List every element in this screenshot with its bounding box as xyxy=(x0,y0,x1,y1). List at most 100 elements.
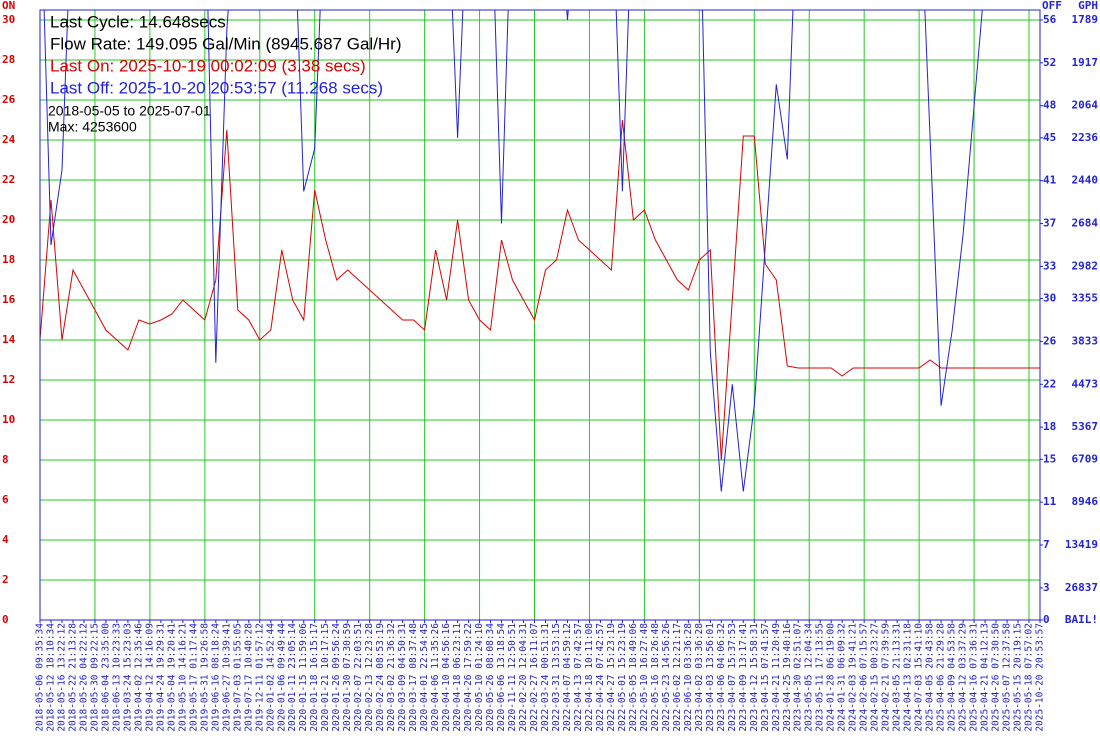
series-line xyxy=(40,119,1040,461)
y-tick-label: 6 xyxy=(2,493,9,506)
x-tick-label: 2020-01-21 10:17:15 xyxy=(320,623,331,732)
x-tick-label: 2022-04-07 04:59:12 xyxy=(562,623,573,732)
gph-tick-label: 2684 xyxy=(1072,217,1099,230)
x-tick-label: 2019-06-16 08:18:24 xyxy=(210,623,221,732)
x-tick-label: 2022-04-13 07:42:57 xyxy=(573,623,584,732)
y2-tick-label: 37 xyxy=(1043,217,1056,230)
x-tick-label: 2020-02-24 08:53:19 xyxy=(375,623,386,732)
x-tick-label: 2022-05-10 16:27:48 xyxy=(639,623,650,732)
range-note: 2018-05-05 to 2025-07-01 xyxy=(48,103,211,119)
x-tick-label: 2018-05-16 13:22:12 xyxy=(56,623,67,732)
x-tick-label: 2023-04-30 02:51:07 xyxy=(793,623,804,732)
x-tick-label: 2020-11-11 12:50:51 xyxy=(507,623,518,732)
x-tick-label: 2023-04-25 19:40:16 xyxy=(782,623,793,732)
gph-tick-label: 2064 xyxy=(1072,99,1099,112)
gph-axis-label: GPH xyxy=(1078,0,1098,12)
x-tick-label: 2019-12-11 01:57:12 xyxy=(254,623,265,732)
plot-lines xyxy=(40,10,1040,492)
x-tick-label: 2019-05-10 14:16:21 xyxy=(177,623,188,732)
gph-tick-label: 6709 xyxy=(1072,452,1099,465)
y2-tick-label: 56 xyxy=(1043,13,1057,26)
x-tick-label: 2023-04-06 04:06:32 xyxy=(716,623,727,732)
x-tick-label: 2022-05-01 15:23:19 xyxy=(617,623,628,732)
y-axis-label: ON xyxy=(2,0,15,12)
x-tick-label: 2020-01-15 11:59:06 xyxy=(298,623,309,732)
y2-tick-label: 7 xyxy=(1043,538,1050,551)
y2-tick-label: 33 xyxy=(1043,259,1056,272)
x-tick-label: 2022-05-23 14:56:26 xyxy=(661,623,672,732)
gph-tick-label: 8946 xyxy=(1072,495,1099,508)
y2-tick-label: 30 xyxy=(1043,292,1056,305)
y2-tick-label: 48 xyxy=(1043,99,1056,112)
x-tick-label: 2022-04-24 07:42:57 xyxy=(595,623,606,732)
x-tick-label: 2022-05-05 18:49:06 xyxy=(628,623,639,732)
info-text: Last Cycle: 14.648secs xyxy=(50,12,226,31)
x-tick-label: 2023-05-11 17:13:55 xyxy=(815,623,826,732)
x-tick-label: 2022-06-02 12:21:17 xyxy=(672,623,683,732)
x-tick-label: 2020-06-06 13:18:54 xyxy=(496,623,507,732)
x-tick-label: 2020-01-06 09:49:44 xyxy=(276,623,287,732)
y-tick-label: 2 xyxy=(2,573,9,586)
x-tick-label: 2023-04-09 13:17:41 xyxy=(738,623,749,732)
y2-tick-label: 26 xyxy=(1043,334,1057,347)
last-off: Last Off: 2025-10-20 20:53:57 (11.268 se… xyxy=(50,78,383,97)
x-tick-label: 2024-01-31 06:09:32 xyxy=(837,623,848,732)
x-tick-label: 2025-05-18 07:57:02 xyxy=(1024,623,1035,732)
gph-tick-label: 5367 xyxy=(1072,420,1099,433)
x-tick-label: 2020-02-07 22:03:51 xyxy=(353,623,364,732)
plot-border xyxy=(39,9,1041,621)
x-tick-label: 2020-04-18 06:23:11 xyxy=(452,623,463,732)
y-tick-label: 4 xyxy=(2,533,9,546)
x-tick-label: 2019-05-17 01:17:44 xyxy=(188,623,199,732)
x-tick-label: 2019-04-12 14:16:09 xyxy=(144,623,155,732)
x-tick-label: 2024-04-13 02:31:18 xyxy=(903,623,914,732)
x-tick-label: 2024-07-03 15:41:10 xyxy=(914,623,925,732)
y-tick-label: 30 xyxy=(2,13,15,26)
x-tick-label: 2018-05-12 18:10:34 xyxy=(45,623,56,732)
y2-tick-label: 41 xyxy=(1043,174,1057,187)
y-tick-label: 8 xyxy=(2,453,9,466)
last-on: Last On: 2025-10-19 00:02:09 (3.38 secs) xyxy=(50,56,366,75)
y2-tick-label: 45 xyxy=(1043,131,1056,144)
x-tick-label: 2024-02-03 19:41:21 xyxy=(848,623,859,732)
x-tick-label: 2020-01-26 09:56:24 xyxy=(331,623,342,732)
x-tick-label: 2022-06-10 03:36:28 xyxy=(683,623,694,732)
x-tick-label: 2025-04-05 20:43:58 xyxy=(925,623,936,732)
y2-tick-label: 0 xyxy=(1043,613,1050,626)
x-tick-label: 2025-10-20 20:53:57 xyxy=(1035,623,1046,732)
x-tick-label: 2022-02-27 16:11:07 xyxy=(529,623,540,732)
x-tick-label: 2020-01-11 23:05:14 xyxy=(287,623,298,732)
x-tick-label: 2024-02-15 00:23:27 xyxy=(870,623,881,732)
y-tick-label: 28 xyxy=(2,53,15,66)
y2-axis-label: OFF xyxy=(1042,0,1062,12)
x-tick-label: 2018-05-26 04:22:12 xyxy=(78,623,89,732)
x-tick-label: 2020-03-17 08:37:48 xyxy=(408,623,419,732)
y-tick-label: 0 xyxy=(2,613,9,626)
x-tick-label: 2023-04-07 15:37:53 xyxy=(727,623,738,732)
y2-tick-label: 18 xyxy=(1043,420,1056,433)
gph-tick-label: 3355 xyxy=(1072,292,1099,305)
x-tick-label: 2018-05-06 09:35:34 xyxy=(35,623,46,732)
x-tick-label: 2020-01-02 14:52:44 xyxy=(265,623,276,732)
x-tick-label: 2020-01-18 16:15:17 xyxy=(309,623,320,732)
y-tick-label: 26 xyxy=(2,93,16,106)
gph-tick-label: 3833 xyxy=(1072,334,1099,347)
x-tick-label: 2019-06-27 10:39:41 xyxy=(221,623,232,732)
x-tick-label: 2019-04-02 12:35:46 xyxy=(133,623,144,732)
x-tick-label: 2023-04-12 15:58:31 xyxy=(749,623,760,732)
x-tick-label: 2020-05-10 01:24:10 xyxy=(474,623,485,732)
x-tick-label: 2022-03-24 00:51:31 xyxy=(540,623,551,732)
gph-tick-label: 1917 xyxy=(1072,56,1099,69)
y2-tick-label: 22 xyxy=(1043,377,1056,390)
gph-tick-label: 26837 xyxy=(1065,581,1098,594)
y-tick-label: 10 xyxy=(2,413,15,426)
x-tick-label: 2025-04-12 03:37:29 xyxy=(958,623,969,732)
x-tick-label: 2020-02-13 12:23:28 xyxy=(364,623,375,732)
y2-tick-label: 11 xyxy=(1043,495,1057,508)
x-tick-label: 2025-05-07 12:37:58 xyxy=(1002,623,1013,732)
gph-tick-label: 1789 xyxy=(1072,13,1099,26)
x-tick-label: 2019-04-24 19:29:31 xyxy=(155,623,166,732)
x-tick-label: 2025-04-26 07:30:50 xyxy=(991,623,1002,732)
